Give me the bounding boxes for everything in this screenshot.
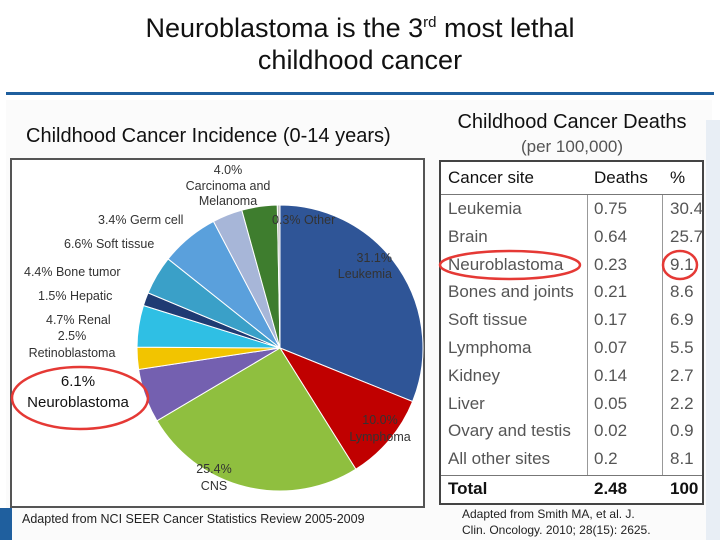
table-cell-r10-c3: 8.1: [670, 449, 694, 469]
slide-title-sup: rd: [423, 14, 437, 31]
table-cell-r9-c2: 0.02: [594, 421, 628, 441]
table-total-1: Total: [448, 479, 488, 498]
slide-title-line2: childhood cancer: [257, 45, 463, 75]
slide-title-part1: Neuroblastoma is the 3: [145, 13, 424, 43]
table-cell-r3-c3: 9.1: [670, 254, 694, 274]
table-cell-r6-c2: 0.07: [594, 338, 628, 357]
table-subtitle: (per 100,000): [520, 137, 624, 156]
table-cell-r3-c2: 0.23: [594, 254, 628, 274]
table-source-line2: Clin. Oncology. 2010; 28(15): 2625.: [462, 523, 651, 537]
slide-title: Neuroblastoma is the 3rd most lethal chi…: [0, 12, 720, 76]
table-cell-r9-c1: Ovary and testis: [448, 421, 571, 441]
table-cell-r8-c3: 2.2: [670, 393, 694, 413]
table-column-divider-2: [662, 195, 663, 475]
pie-source-note: Adapted from NCI SEER Cancer Statistics …: [22, 512, 365, 526]
title-rule: [6, 92, 714, 95]
table-cell-r6-c1: Lymphoma: [448, 338, 532, 357]
table-cell-r5-c3: 6.9: [670, 310, 694, 330]
table-cell-r1-c3: 30.4: [670, 199, 704, 218]
table-column-divider-1: [587, 195, 588, 475]
table-cell-r4-c3: 8.6: [670, 282, 694, 302]
table-header-2: Deaths: [594, 168, 648, 187]
table-source-line1: Adapted from Smith MA, et al. J.: [462, 507, 635, 521]
slide-title-part2: most lethal: [436, 13, 575, 43]
table-cell-r2-c1: Brain: [448, 226, 488, 246]
pie-chart-frame: [10, 158, 425, 508]
table-title: Childhood Cancer Deaths: [457, 111, 687, 133]
table-header-3: %: [670, 168, 686, 187]
table-cell-r7-c1: Kidney: [448, 365, 500, 385]
table-cell-r2-c3: 25.7: [670, 226, 704, 246]
deaths-table-frame: [439, 160, 704, 505]
table-cell-r1-c2: 0.75: [594, 199, 628, 218]
table-cell-r1-c1: Leukemia: [448, 199, 522, 218]
table-cell-r4-c1: Bones and joints: [448, 282, 574, 302]
table-header-divider: [441, 194, 702, 195]
table-cell-r4-c2: 0.21: [594, 282, 628, 302]
table-cell-r10-c2: 0.2: [594, 449, 618, 469]
table-cell-r2-c2: 0.64: [594, 226, 628, 246]
table-cell-r6-c3: 5.5: [670, 338, 694, 357]
table-header-1: Cancer site: [448, 168, 534, 187]
table-cell-r5-c1: Soft tissue: [448, 310, 528, 330]
table-cell-r5-c2: 0.17: [594, 310, 628, 330]
table-cell-r9-c3: 0.9: [670, 421, 694, 441]
side-decoration: [706, 120, 720, 540]
pie-chart-title: Childhood Cancer Incidence (0-14 years): [26, 125, 391, 147]
table-total-divider: [441, 475, 702, 476]
table-total-2: 2.48: [594, 479, 628, 498]
table-cell-r8-c2: 0.05: [594, 393, 628, 413]
corner-decoration: [0, 508, 12, 540]
table-cell-r3-c1: Neuroblastoma: [448, 254, 564, 274]
table-cell-r7-c3: 2.7: [670, 365, 694, 385]
table-cell-r7-c2: 0.14: [594, 365, 628, 385]
table-cell-r8-c1: Liver: [448, 393, 485, 413]
table-total-3: 100: [670, 479, 699, 498]
table-cell-r10-c1: All other sites: [448, 449, 551, 469]
table-source-note: Adapted from Smith MA, et al. J. Clin. O…: [462, 506, 651, 538]
